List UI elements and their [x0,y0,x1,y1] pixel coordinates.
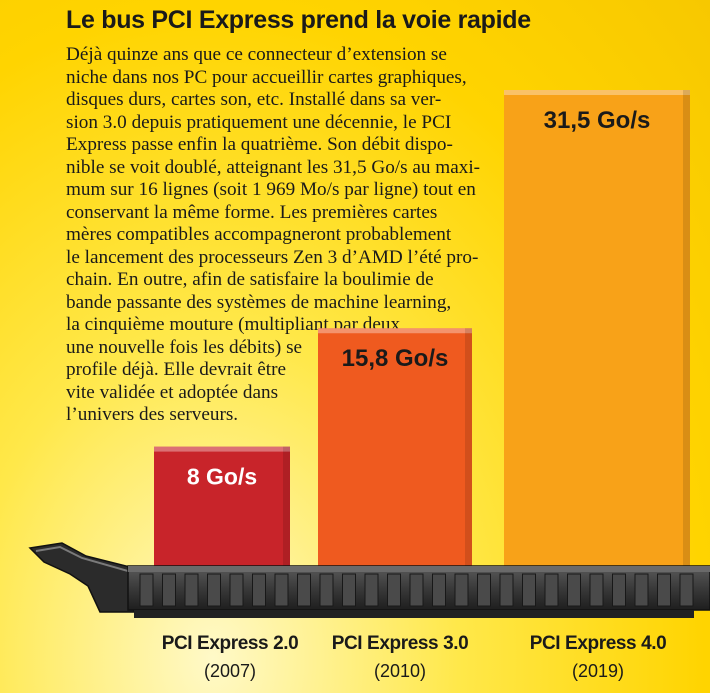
slot-pin [634,573,649,607]
slot-pin [409,573,424,607]
body-text-line: bande passante des systèmes de machine l… [66,291,452,313]
category-name: PCI Express 2.0 [161,633,299,654]
page-title: Le bus PCI Express prend la voie rapide [66,6,531,34]
body-text-line: Express passe enfin la quatrième. Son dé… [66,134,453,155]
slot-pin [274,573,289,607]
bar-value-label: 8 Go/s [187,464,257,490]
pcie-slot-illustration [28,542,710,618]
bar [318,328,472,568]
slot-pin [387,573,401,607]
slot-pin [589,573,604,607]
body-text-line: chain. En outre, afin de satisfaire la b… [66,269,434,290]
slot-pin [319,573,334,607]
slot-pin [364,573,379,607]
body-text-line: le lancement des processeurs Zen 3 d’AMD… [66,246,479,268]
slot-pin [499,573,514,607]
body-text-line: mum sur 16 lignes (soit 1 969 Mo/s par l… [66,179,476,200]
slot-pin [207,573,221,607]
body-text-line: l’univers des serveurs. [66,404,239,425]
category-year: (2019) [571,661,625,681]
bar-top-highlight [318,328,472,334]
slot-pin [342,573,356,607]
body-text-line: profile déjà. Elle devrait être [66,359,287,380]
bar-value-label: 31,5 Go/s [544,107,651,134]
body-text-line: mères compatibles accompagneront probabl… [66,224,452,245]
bar-top-highlight [504,90,690,95]
slot-pin [229,573,244,607]
bar-edge-shade [465,328,472,568]
slot-pin [252,573,266,607]
slot-pin [297,573,311,607]
category-label-pcie-3: PCI Express 3.0 (2010) [320,633,480,682]
bar-edge-shade [283,446,290,568]
slot-pin [679,573,694,607]
body-text-line: disques durs, cartes son, etc. Installé … [66,89,442,110]
body-text-line: une nouvelle fois les débits) se [66,336,303,358]
slot-pin [612,573,626,607]
body-text-line: la cinquième mouture (multipliant par de… [66,314,401,335]
category-year: (2007) [203,661,257,681]
category-name: PCI Express 4.0 [529,633,667,654]
body-text-line: sion 3.0 depuis pratiquement une décenni… [66,111,452,133]
body-text-line: nible se voit doublé, atteignant les 31,… [66,156,481,178]
slot-pin [657,573,671,607]
category-label-pcie-4: PCI Express 4.0 (2019) [518,633,678,682]
slot-pin [544,573,559,607]
bar-value-label: 15,8 Go/s [342,345,449,372]
slot-pin [162,573,176,607]
body-text-line: niche dans nos PC pour accueillir cartes… [66,66,467,88]
category-label-pcie-2: PCI Express 2.0 (2007) [150,633,310,682]
slot-pin [432,573,446,607]
category-name: PCI Express 3.0 [331,633,469,654]
slot-pin [454,573,469,607]
slot-pin [139,573,154,607]
bar-edge-shade [683,90,690,568]
slot-pin [522,573,536,607]
body-text-line: vite validée et adoptée dans [66,381,279,403]
slot-pin [184,573,199,607]
category-year: (2010) [373,661,427,681]
bar [154,446,290,568]
body-text-line: conservant la même forme. Les premières … [66,201,438,223]
slot-latch [28,542,135,613]
body-text-line: Déjà quinze ans que ce connecteur d’exte… [66,44,447,65]
slot-pin [567,573,581,607]
bar-top-highlight [154,446,290,452]
bar [504,90,690,568]
slot-pin [477,573,491,607]
